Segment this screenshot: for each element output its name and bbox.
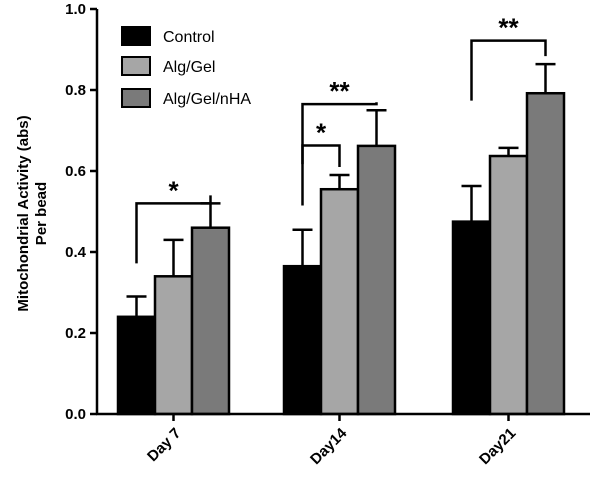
significance-bracket xyxy=(301,144,341,206)
legend-label: Control xyxy=(163,29,215,46)
legend-label: Alg/Gel/nHA xyxy=(163,91,251,108)
x-tick-label: Day 7 xyxy=(144,425,184,465)
x-axis-ticks: Day 7 Day14 Day21 xyxy=(144,414,519,468)
y-tick-label: 0.4 xyxy=(65,244,87,261)
bar-alg-gel-nha-0 xyxy=(190,226,231,416)
y-tick-label: 0.0 xyxy=(65,406,86,423)
y-axis-ticks: 0.0 0.2 0.4 0.6 0.8 1.0 xyxy=(65,1,97,423)
significance-bracket xyxy=(135,195,212,264)
bar-control-2 xyxy=(451,220,492,416)
legend-label: Alg/Gel xyxy=(163,59,215,76)
bar-control-1 xyxy=(282,264,323,416)
bars xyxy=(116,62,566,416)
bar-alg-gel-2 xyxy=(488,154,529,416)
y-axis-label: Per bead xyxy=(33,182,50,245)
legend-swatch xyxy=(121,88,151,108)
bar-alg-gel-nha-2 xyxy=(525,91,566,416)
significance-brackets: ****** xyxy=(135,13,547,264)
y-tick-label: 0.8 xyxy=(65,82,86,99)
x-tick-label: Day14 xyxy=(307,424,351,468)
bar-alg-gel-1 xyxy=(319,187,360,416)
bar-alg-gel-nha-1 xyxy=(356,144,397,416)
significance-label: * xyxy=(168,175,179,205)
y-axis-title: Mitochondrial Activity (abs) Per bead xyxy=(15,115,50,311)
significance-label: ** xyxy=(329,76,350,106)
significance-bracket xyxy=(301,102,378,165)
bar-control-0 xyxy=(116,315,157,416)
legend-swatch xyxy=(121,26,151,46)
y-axis-label: Mitochondrial Activity (abs) xyxy=(15,115,32,311)
significance-label: * xyxy=(316,117,327,147)
y-tick-label: 1.0 xyxy=(65,1,86,18)
significance-label: ** xyxy=(498,13,519,43)
legend-swatch xyxy=(121,56,151,76)
y-tick-label: 0.2 xyxy=(65,325,86,342)
x-tick-label: Day21 xyxy=(476,425,519,468)
legend: Control Alg/Gel Alg/Gel/nHA xyxy=(121,26,251,108)
significance-bracket xyxy=(470,39,547,101)
bar-alg-gel-0 xyxy=(153,275,194,416)
y-tick-label: 0.6 xyxy=(65,163,86,180)
